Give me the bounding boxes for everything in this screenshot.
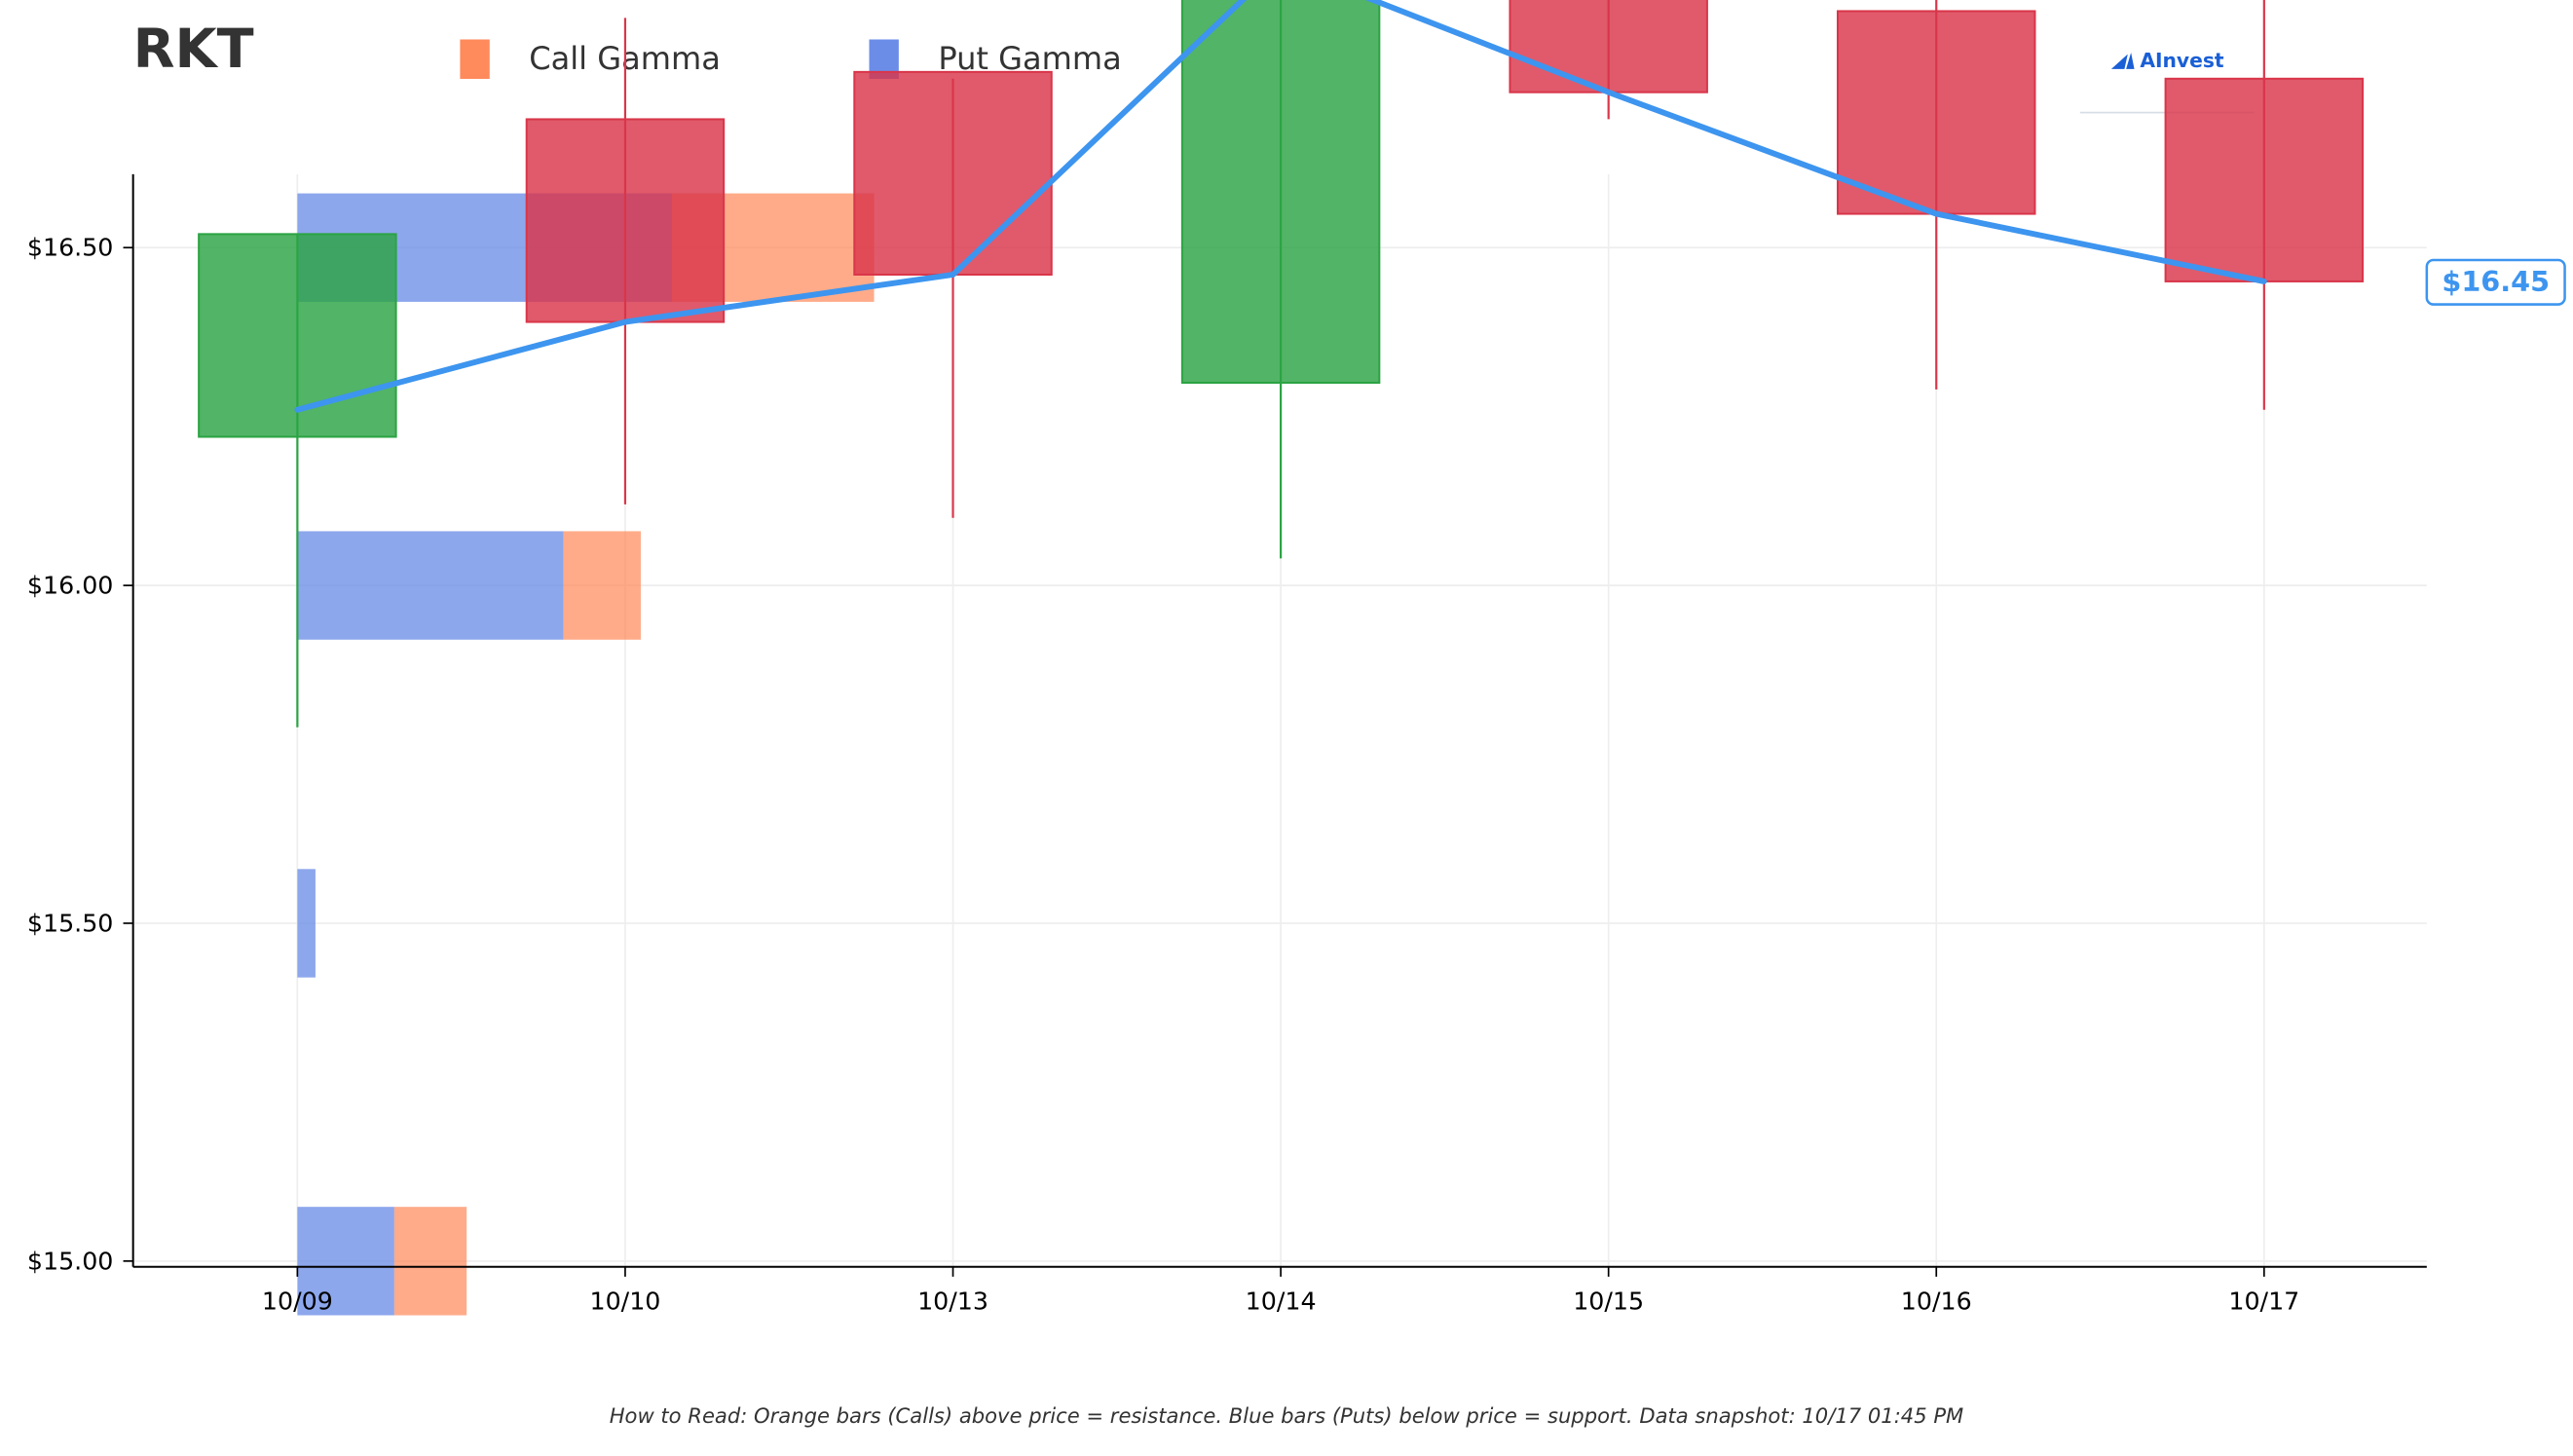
x-tick-label: 10/09 — [262, 1288, 333, 1316]
call-gamma-swatch — [460, 39, 490, 79]
x-tick-label: 10/16 — [1901, 1288, 1972, 1316]
ainvest-logo-icon — [2111, 52, 2136, 69]
x-tick-label: 10/13 — [917, 1288, 988, 1316]
put-gamma-bar — [297, 869, 316, 978]
x-tick-label: 10/15 — [1573, 1288, 1644, 1316]
y-tick-label: $15.00 — [27, 1247, 114, 1275]
candle-body-down — [1837, 10, 2036, 215]
close-price-line — [294, 0, 2267, 413]
candle-body-down — [525, 118, 726, 323]
x-tick-label: 10/14 — [1246, 1288, 1317, 1316]
x-tick-label: 10/10 — [589, 1288, 660, 1316]
footnote: How to Read: Orange bars (Calls) above p… — [609, 1402, 1964, 1429]
candle-body-up — [198, 233, 397, 438]
put-gamma-bar — [297, 1207, 394, 1316]
call-gamma-bar — [393, 1207, 467, 1316]
candle-body-down — [2164, 77, 2365, 282]
x-tick-label: 10/17 — [2228, 1288, 2299, 1316]
candlestick-gamma-chart: $15.00$15.50$16.00$16.50$17.00$17.50$18.… — [27, 0, 2566, 1316]
ainvest-logo-text: AInvest — [2140, 49, 2224, 73]
candle-body-down — [1509, 0, 1708, 93]
y-tick-label: $15.50 — [27, 909, 114, 937]
current-price-label: $16.45 — [2442, 265, 2550, 298]
candle-body-down — [853, 70, 1053, 277]
ticker-title: RKT — [132, 16, 254, 81]
current-price-badge — [2425, 258, 2566, 306]
y-tick-label: $16.50 — [27, 234, 114, 262]
y-tick-label: $16.00 — [27, 572, 114, 600]
put-gamma-bar — [297, 531, 564, 640]
candle-body-up — [1180, 0, 1381, 385]
call-gamma-bar — [563, 531, 641, 640]
